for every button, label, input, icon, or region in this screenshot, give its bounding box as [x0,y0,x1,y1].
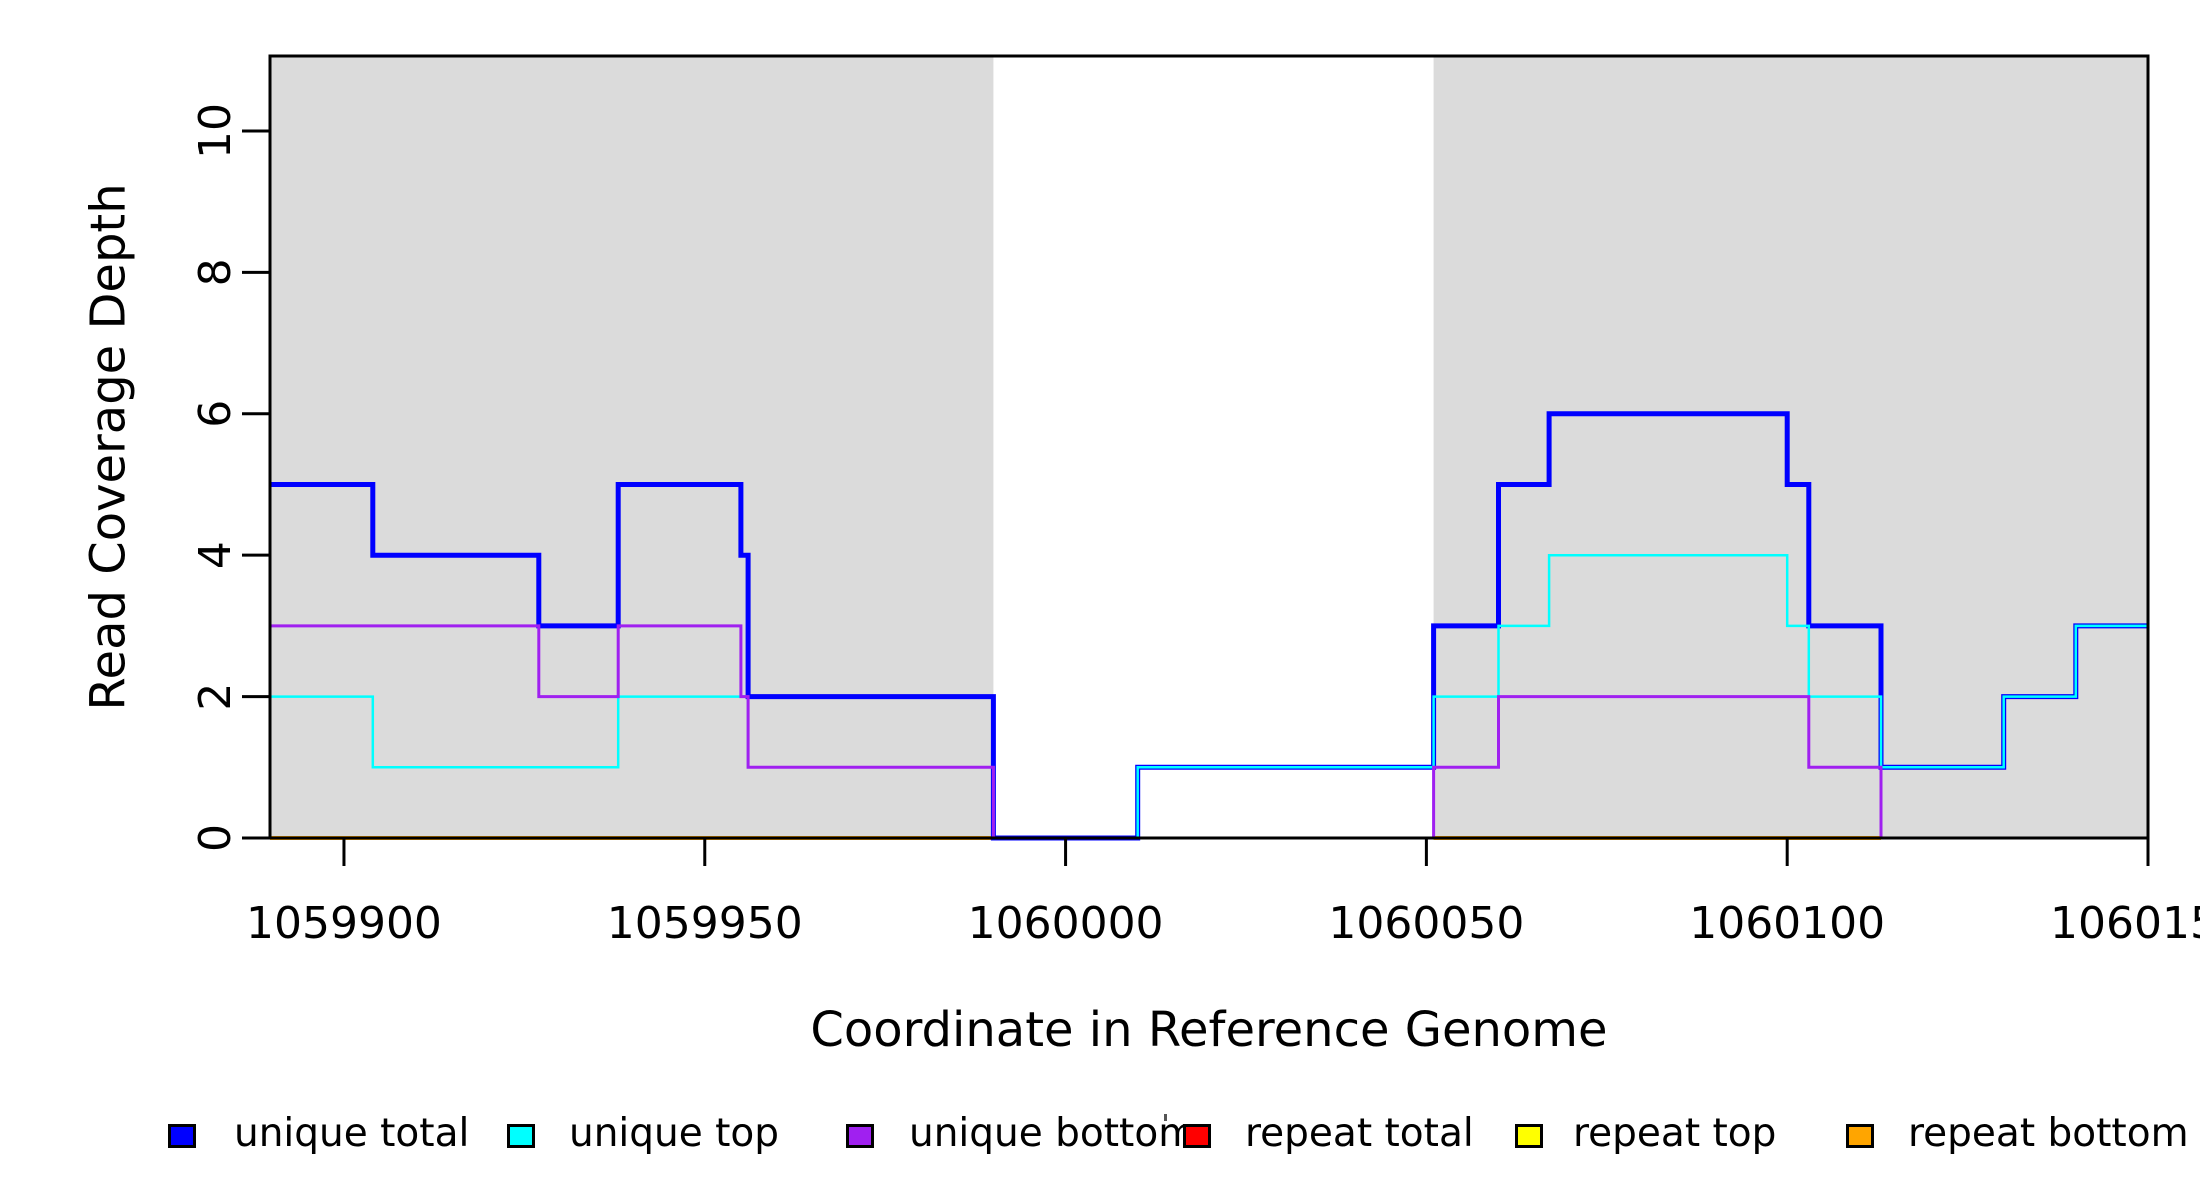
x-tick-label: 1060050 [1328,898,1524,949]
series-line-unique-bottom [270,624,2148,840]
shaded-region-2 [1433,56,2148,838]
x-axis-title: Coordinate in Reference Genome [810,1002,1607,1058]
stray-mark-artifact [1164,1114,1167,1121]
series-line-unique-top [270,553,2148,840]
y-tick-label: 2 [190,683,241,711]
y-tick-label: 6 [190,400,241,428]
x-tick-label: 1059950 [607,898,803,949]
y-tick-label: 10 [190,103,241,159]
y-tick-label: 4 [190,541,241,569]
y-tick-label: 0 [190,824,241,852]
x-tick-label: 1060000 [968,898,1164,949]
shaded-region-1 [270,56,994,838]
shaded-repeat-regions [270,56,2148,838]
y-tick-label: 8 [190,258,241,286]
x-tick-label: 1060100 [1689,898,1885,949]
axes: 1059900 1059950 1060000 1060050 1060100 10601… [190,54,2200,949]
x-tick-label: 1060150 [2050,898,2200,949]
y-axis-title: Read Coverage Depth [80,183,136,710]
plot-box [268,54,2150,840]
x-tick-label: 1059900 [246,898,442,949]
